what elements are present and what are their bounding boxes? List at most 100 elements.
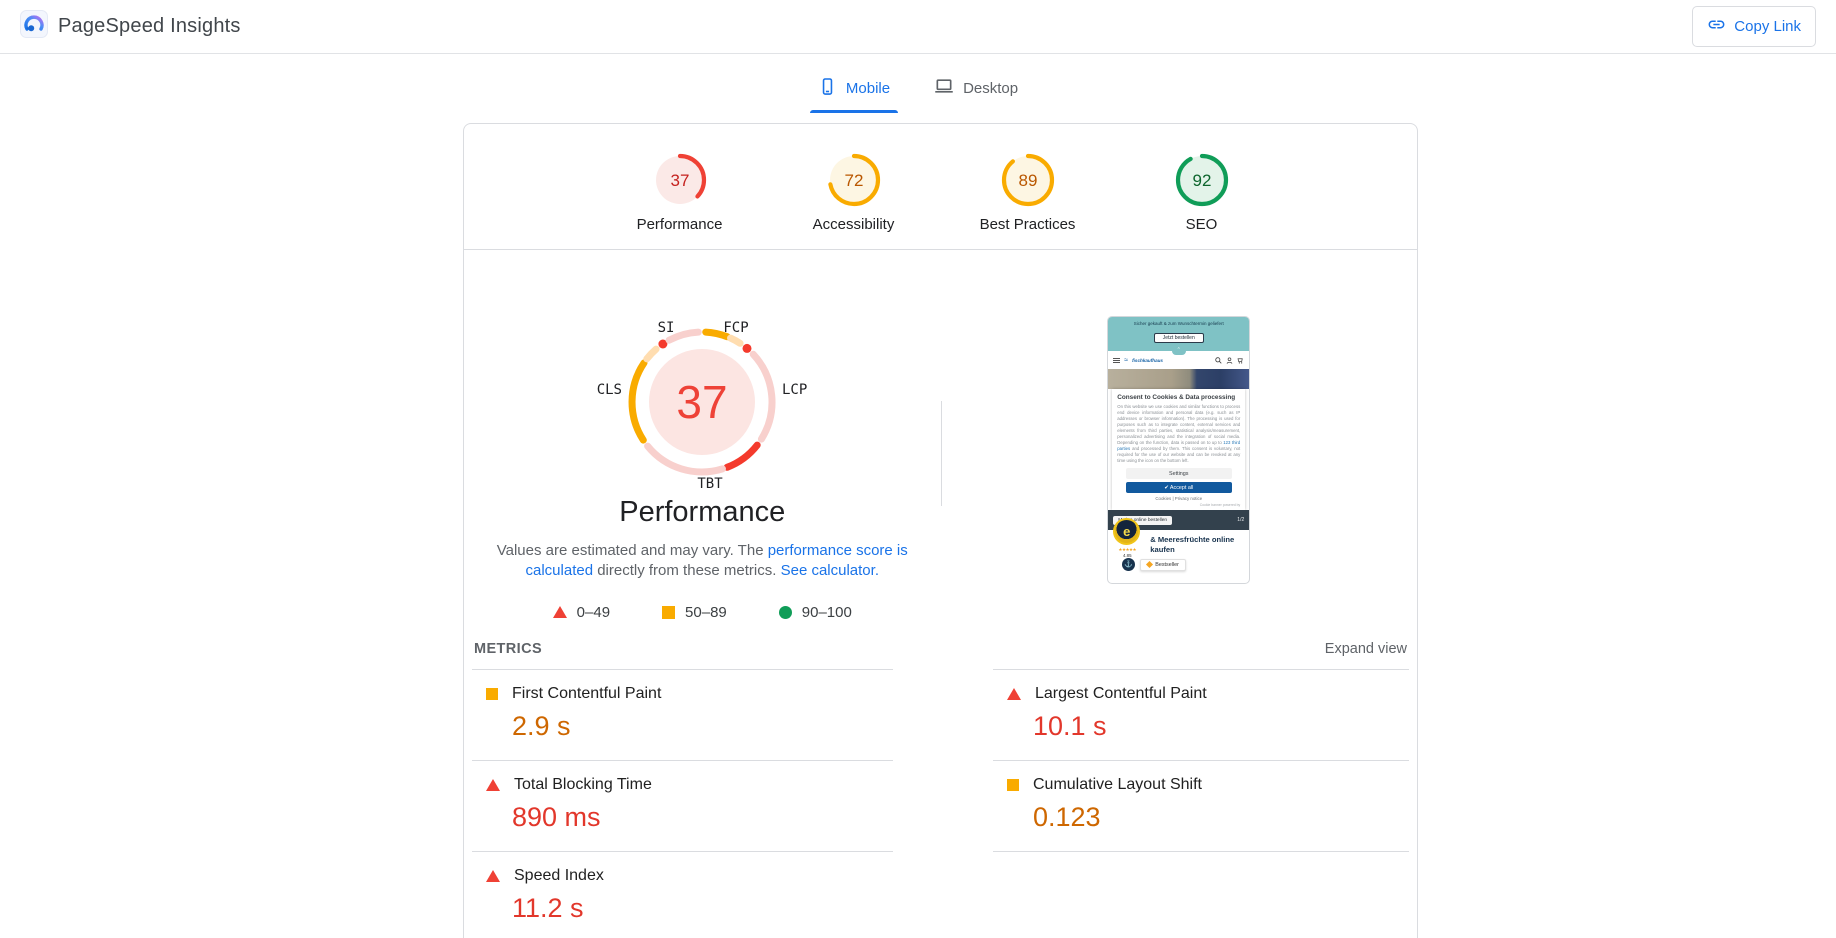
cookie-body-text: and processed by them. This consent is v… bbox=[1117, 446, 1241, 464]
best-practices-gauge: 89 bbox=[1001, 153, 1054, 207]
thumb-chevron-icon: ⌃ bbox=[1171, 348, 1186, 355]
cookie-dialog-title: Consent to Cookies & Data processing bbox=[1117, 394, 1236, 401]
svg-text:92: 92 bbox=[1192, 171, 1211, 190]
link-icon bbox=[1707, 15, 1726, 38]
metric-rating-icon bbox=[1007, 778, 1019, 791]
cookie-footer-links: Cookies | Privacy notice bbox=[1155, 496, 1203, 502]
svg-text:72: 72 bbox=[844, 171, 863, 190]
score-label: SEO bbox=[1185, 216, 1218, 233]
metric-lcp: Largest Contentful Paint 10.1 s bbox=[993, 668, 1409, 760]
screenshot-panel: Sicher gekauft & zum Wunschtermin gelief… bbox=[941, 300, 1418, 621]
metric-rating-icon bbox=[486, 687, 498, 700]
metric-name: First Contentful Paint bbox=[512, 684, 662, 702]
tab-desktop-label: Desktop bbox=[963, 79, 1019, 97]
tab-mobile[interactable]: Mobile bbox=[804, 66, 904, 113]
bestseller-label: Bestseller bbox=[1155, 561, 1179, 568]
tab-desktop[interactable]: Desktop bbox=[920, 66, 1032, 113]
hamburger-icon bbox=[1113, 357, 1121, 363]
thumb-banner-text: Sicher gekauft & zum Wunschtermin gelief… bbox=[1133, 321, 1224, 326]
pass-circle-icon bbox=[778, 605, 792, 619]
gauge-disc bbox=[649, 349, 756, 455]
cls-label: CLS bbox=[597, 382, 622, 398]
svg-text:89: 89 bbox=[1018, 171, 1037, 190]
anchor-badge-icon: ⚓ bbox=[1122, 558, 1136, 572]
score-item-best-practices[interactable]: 89 Best Practices bbox=[972, 152, 1084, 233]
metric-rating-icon bbox=[1007, 687, 1021, 700]
shop-badge-icon: e bbox=[1113, 518, 1141, 546]
score-item-accessibility[interactable]: 72 Accessibility bbox=[798, 152, 910, 233]
brand[interactable]: PageSpeed Insights bbox=[20, 10, 241, 43]
accept-all-label: Accept all bbox=[1169, 484, 1194, 491]
legend-fail: 0–49 bbox=[552, 604, 610, 621]
disclaimer-text: Values are estimated and may vary. The bbox=[496, 542, 768, 559]
score-item-seo[interactable]: 92 SEO bbox=[1146, 152, 1258, 233]
performance-big-gauge: 37 SI FCP LCP TBT CLS bbox=[597, 320, 808, 492]
tab-mobile-label: Mobile bbox=[845, 79, 891, 97]
cls-arc-solid bbox=[628, 359, 648, 444]
strategy-tabs: Mobile Desktop bbox=[0, 54, 1836, 113]
lcp-arc-track bbox=[749, 350, 776, 443]
seo-gauge: 92 bbox=[1175, 153, 1228, 207]
metric-value: 10.1 s bbox=[1033, 710, 1107, 741]
gauge-title: Performance bbox=[619, 496, 786, 528]
metric-name: Speed Index bbox=[514, 866, 604, 884]
page-screenshot-thumbnail[interactable]: Sicher gekauft & zum Wunschtermin gelief… bbox=[1107, 316, 1251, 584]
laptop-icon bbox=[934, 76, 954, 100]
expand-view-link[interactable]: Expand view bbox=[1324, 640, 1407, 657]
metric-empty-cell bbox=[993, 850, 1409, 938]
legend-pass: 90–100 bbox=[778, 604, 852, 621]
metrics-header: METRICS Expand view bbox=[472, 641, 1409, 669]
category-scores-row: 37 Performance 72 Accessibility 89 Best … bbox=[464, 124, 1417, 250]
smartphone-icon bbox=[818, 77, 837, 100]
copy-link-button[interactable]: Copy Link bbox=[1692, 6, 1816, 47]
thumb-product-heading: & Meeresfrüchte online kaufen bbox=[1150, 535, 1235, 554]
stars-icon: ★★★★★ bbox=[1118, 547, 1137, 553]
report-card: 37 Performance 72 Accessibility 89 Best … bbox=[463, 123, 1418, 938]
shop-rating: ★★★★★ 4.85 bbox=[1114, 547, 1140, 558]
metrics-section: METRICS Expand view First Contentful Pai… bbox=[464, 627, 1417, 938]
account-icon bbox=[1226, 356, 1233, 364]
fail-triangle-icon bbox=[552, 606, 567, 618]
thumb-tooltip-chip: Matjes online bestellen bbox=[1113, 515, 1173, 525]
performance-gauge-block: 37 SI FCP LCP TBT CLS Performance Values… bbox=[464, 300, 941, 621]
metric-cls: Cumulative Layout Shift 0.123 bbox=[993, 759, 1409, 851]
lcp-dot bbox=[742, 343, 752, 353]
metric-name-row: Total Blocking Time bbox=[486, 776, 893, 794]
see-calculator-link[interactable]: See calculator. bbox=[780, 562, 879, 580]
metric-name: Total Blocking Time bbox=[514, 775, 652, 793]
score-calc-link[interactable]: performance score is calculated bbox=[525, 542, 908, 580]
vertical-divider bbox=[940, 401, 942, 506]
thumb-slider-strip: Matjes online bestellen 1/2 bbox=[1108, 510, 1250, 531]
lcp-label: LCP bbox=[782, 382, 807, 398]
thumb-logo-icon: ≈ bbox=[1124, 356, 1129, 364]
average-square-icon bbox=[662, 605, 676, 619]
cookie-powered-by: Cookie banner powered by bbox=[1199, 503, 1241, 508]
thumb-navbar: ≈ fischkaufhaus bbox=[1108, 351, 1250, 369]
performance-gauge: 37 bbox=[653, 153, 706, 207]
metric-value: 2.9 s bbox=[512, 710, 571, 741]
metric-rating-icon bbox=[486, 869, 500, 882]
si-label: SI bbox=[658, 320, 675, 336]
metrics-heading: METRICS bbox=[474, 640, 543, 657]
svg-text:37: 37 bbox=[670, 171, 689, 190]
metric-rating-icon bbox=[486, 778, 500, 791]
rating-value: 4.85 bbox=[1122, 553, 1132, 559]
accessibility-gauge: 72 bbox=[827, 153, 880, 207]
fcp-arc-solid bbox=[702, 328, 731, 341]
cart-icon bbox=[1237, 357, 1243, 364]
thumb-product-section: e ★★★★★ 4.85 & Meeresfrüchte online kaufe… bbox=[1108, 518, 1250, 578]
metric-value: 890 ms bbox=[512, 801, 601, 832]
metric-name-row: Cumulative Layout Shift bbox=[1007, 776, 1409, 794]
thumb-product-row: ⚓ Bestseller bbox=[1122, 558, 1244, 572]
thumb-logo-text: fischkaufhaus bbox=[1132, 357, 1163, 363]
score-item-performance[interactable]: 37 Performance bbox=[624, 152, 736, 233]
thumb-slide-counter: 1/2 bbox=[1237, 517, 1245, 524]
metric-tbt: Total Blocking Time 890 ms bbox=[472, 759, 893, 851]
third-parties-link: 123 third parties bbox=[1117, 440, 1241, 452]
thumb-nav-icons bbox=[1215, 356, 1244, 364]
performance-overview: 37 SI FCP LCP TBT CLS Performance Values… bbox=[464, 250, 1417, 627]
metric-name-row: First Contentful Paint bbox=[486, 685, 893, 703]
cookie-accept-button: ✔ Accept all bbox=[1125, 482, 1232, 494]
score-label: Best Practices bbox=[979, 216, 1076, 233]
cookie-dialog-body: On this website we use cookies and simil… bbox=[1117, 404, 1240, 464]
